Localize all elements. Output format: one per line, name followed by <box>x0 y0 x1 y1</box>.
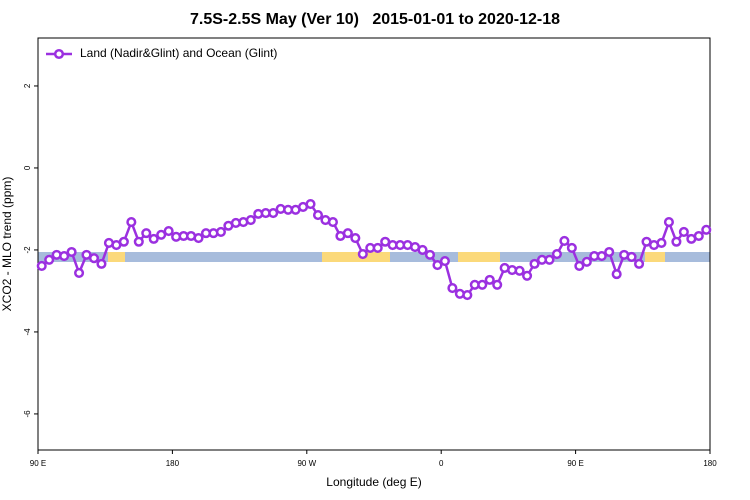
y-tick-label: 0 <box>23 165 32 170</box>
surface-band <box>38 252 710 262</box>
plot-frame <box>37 37 711 451</box>
data-point <box>671 236 682 247</box>
y-axis-label: XCO2 - MLO trend (ppm) <box>0 177 14 312</box>
data-point <box>551 248 562 260</box>
data-point <box>522 270 533 281</box>
data-point <box>417 244 428 255</box>
data-point <box>611 269 622 280</box>
data-point <box>477 279 488 290</box>
data-point <box>163 226 174 237</box>
data-point <box>439 255 450 267</box>
data-point <box>268 207 279 219</box>
data-point <box>462 289 473 301</box>
data-point <box>245 214 256 226</box>
data-point <box>529 258 540 269</box>
data-point <box>372 242 383 253</box>
chart-title: 7.5S-2.5S May (Ver 10) 2015-01-01 to 202… <box>190 11 560 28</box>
data-point <box>74 267 85 278</box>
data-point <box>118 236 129 247</box>
x-tick-label: 180 <box>166 459 180 468</box>
x-axis-label: Longitude (deg E) <box>326 475 421 489</box>
data-point <box>581 256 592 267</box>
data-point <box>148 233 159 244</box>
x-tick-label: 90 W <box>297 459 316 468</box>
data-point <box>141 228 152 239</box>
data-point <box>357 248 368 260</box>
data-point <box>215 226 226 237</box>
x-tick-label: 180 <box>703 459 717 468</box>
data-point <box>559 235 570 246</box>
y-tick-label: -4 <box>23 328 32 336</box>
data-point <box>342 228 353 239</box>
x-tick-label: 90 E <box>30 459 46 468</box>
data-point <box>678 226 689 237</box>
data-point <box>701 224 712 235</box>
data-point <box>484 274 495 285</box>
data-point <box>566 242 577 253</box>
data-point <box>44 254 55 265</box>
data-point <box>574 260 585 271</box>
legend-label: Land (Nadir&Glint) and Ocean (Glint) <box>80 46 277 60</box>
data-point <box>492 279 503 290</box>
data-point <box>447 283 458 294</box>
data-point <box>312 210 324 221</box>
data-point <box>693 230 704 242</box>
data-point <box>327 217 338 228</box>
y-tick-label: -2 <box>23 246 32 254</box>
data-point <box>656 237 667 249</box>
legend-marker <box>53 48 65 60</box>
data-point <box>350 233 361 244</box>
data-point <box>424 249 436 260</box>
data-point <box>96 258 107 269</box>
data-point <box>36 260 47 271</box>
data-point <box>634 258 645 269</box>
data-point <box>88 253 100 264</box>
data-point <box>126 217 137 228</box>
data-point <box>544 254 555 265</box>
data-point <box>663 217 674 228</box>
y-tick-label: 2 <box>23 83 32 88</box>
x-tick-label: 90 E <box>567 459 583 468</box>
data-point <box>596 251 607 262</box>
data-point <box>133 236 144 247</box>
data-point <box>305 198 316 210</box>
x-tick-label: 0 <box>439 459 444 468</box>
data-point <box>156 229 167 240</box>
data-point <box>66 246 77 258</box>
data-point <box>514 265 525 276</box>
y-tick-label: -6 <box>23 410 32 418</box>
data-point <box>626 251 637 262</box>
data-point <box>193 233 204 244</box>
data-point <box>432 260 443 271</box>
data-point <box>59 251 70 262</box>
data-point <box>604 246 615 258</box>
